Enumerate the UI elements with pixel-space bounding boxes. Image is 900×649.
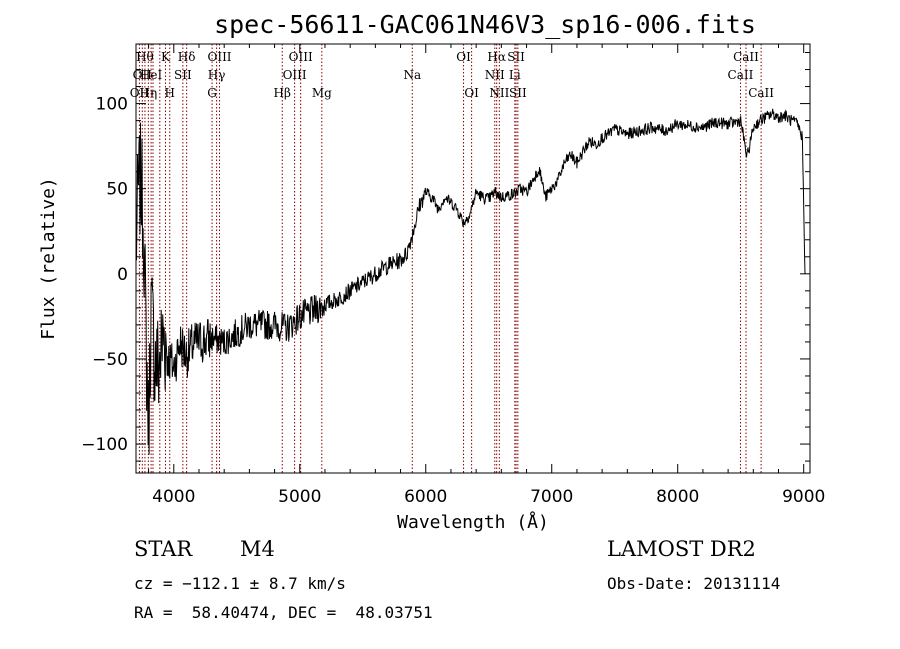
line-marker-label-10: Hδ — [178, 50, 196, 64]
line-marker-label-21: NII — [485, 68, 505, 82]
x-tick-label-1: 5000 — [278, 487, 321, 507]
y-tick-label-2: 0 — [117, 265, 128, 285]
line-marker-label-0: OII — [130, 86, 150, 100]
x-tick-label-3: 7000 — [530, 487, 573, 507]
line-marker-label-26: SII — [509, 86, 527, 100]
line-marker-label-13: OIII — [207, 50, 231, 64]
line-marker-label-2: Hθ — [136, 50, 154, 64]
line-marker-label-14: Hβ — [274, 86, 291, 100]
line-marker-label-28: CaII — [733, 50, 759, 64]
line-marker-label-4: HeI — [140, 68, 163, 82]
line-marker-label-23: NII — [489, 86, 509, 100]
x-tick-label-4: 8000 — [656, 487, 699, 507]
line-marker-label-7: K — [161, 50, 171, 64]
y-tick-label-1: −50 — [92, 350, 128, 370]
line-marker-label-12: Hγ — [208, 68, 226, 82]
survey-label: LAMOST DR2 — [607, 537, 756, 561]
y-tick-label-4: 100 — [96, 95, 128, 115]
line-marker-label-25: SII — [507, 50, 525, 64]
chart-title: spec-56611-GAC061N46V3_sp16-006.fits — [214, 10, 756, 39]
line-marker-label-16: OIII — [289, 50, 313, 64]
line-marker-label-11: G — [207, 86, 217, 100]
redshift-readout: cz = −112.1 ± 8.7 km/s — [134, 574, 346, 593]
line-marker-label-1: OII — [133, 68, 153, 82]
line-marker-label-22: Hα — [487, 50, 506, 64]
line-marker-label-27: CaII — [728, 68, 754, 82]
object-class: STAR — [134, 537, 193, 561]
line-marker-label-24: Li — [509, 68, 521, 82]
y-axis-label: Flux (relative) — [38, 177, 59, 340]
obs-date-readout: Obs-Date: 20131114 — [607, 574, 781, 593]
object-subclass: M4 — [240, 537, 275, 561]
coordinates-readout: RA = 58.40474, DEC = 48.03751 — [134, 603, 433, 622]
spectrum-series-line — [135, 108, 806, 455]
x-axis-label: Wavelength (Å) — [397, 511, 549, 533]
line-marker-label-17: Mg — [312, 86, 332, 100]
line-marker-label-9: SII — [174, 68, 192, 82]
line-marker-label-15: OIII — [283, 68, 307, 82]
line-marker-label-20: OI — [464, 86, 479, 100]
line-marker-label-8: H — [165, 86, 175, 100]
x-tick-label-2: 6000 — [404, 487, 447, 507]
x-tick-label-0: 4000 — [152, 487, 195, 507]
line-marker-label-3: Hη — [140, 86, 158, 100]
y-tick-label-0: −100 — [81, 435, 128, 455]
line-marker-label-19: OI — [456, 50, 471, 64]
plot-frame — [135, 43, 811, 474]
x-tick-label-5: 9000 — [782, 487, 825, 507]
line-marker-label-29: CaII — [748, 86, 774, 100]
line-marker-label-18: Na — [403, 68, 421, 82]
y-tick-label-3: 50 — [106, 180, 128, 200]
